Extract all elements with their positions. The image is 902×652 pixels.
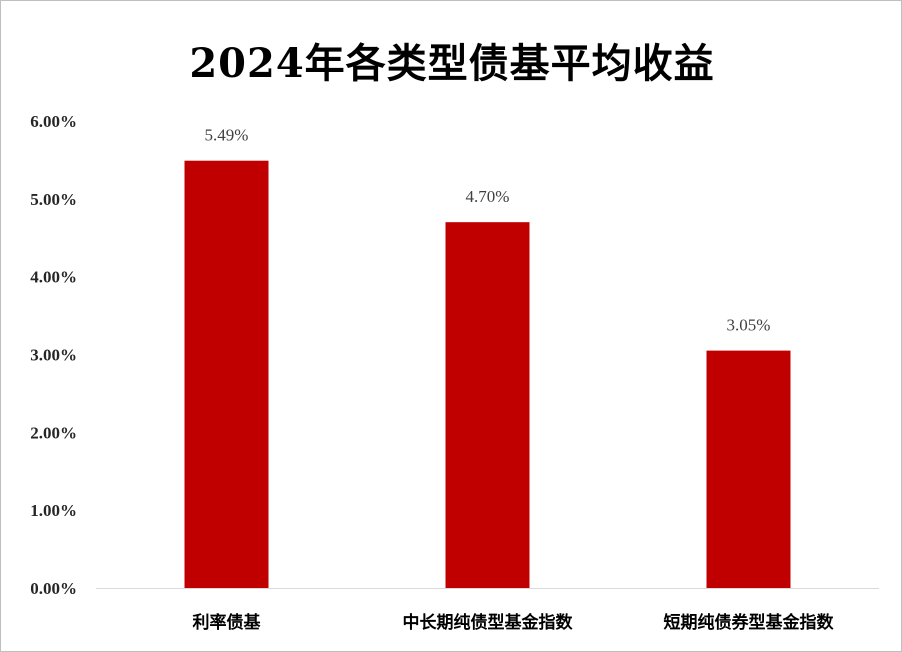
category-label: 利率债基: [193, 612, 262, 633]
y-tick-label: 5.00%: [30, 190, 77, 209]
bar: [184, 160, 269, 588]
data-label: 4.70%: [466, 187, 510, 206]
y-tick-label: 6.00%: [30, 112, 77, 131]
y-tick-label: 4.00%: [30, 268, 77, 287]
y-tick-label: 2.00%: [30, 423, 77, 442]
bar: [706, 350, 791, 588]
data-label: 5.49%: [205, 126, 249, 145]
data-label: 3.05%: [727, 316, 771, 335]
y-tick-label: 1.00%: [30, 501, 77, 520]
chart-title: 2024年各类型债基平均收益: [189, 40, 715, 87]
y-tick-label: 0.00%: [30, 579, 77, 598]
y-tick-label: 3.00%: [30, 346, 77, 365]
category-label: 中长期纯债型基金指数: [403, 612, 574, 633]
bar: [445, 222, 530, 588]
category-label: 短期纯债券型基金指数: [664, 612, 835, 633]
